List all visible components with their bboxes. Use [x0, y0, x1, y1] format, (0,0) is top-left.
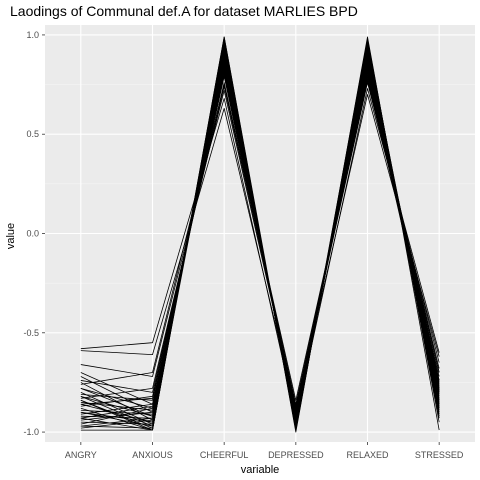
x-tick-label: ANXIOUS — [132, 450, 173, 460]
y-tick-label: 1.0 — [26, 30, 39, 40]
y-axis-label: value — [5, 223, 17, 249]
series-line-36 — [80, 52, 440, 427]
x-tick-label: DEPRESSED — [268, 450, 324, 460]
series-line-2 — [80, 94, 440, 411]
y-tick-label: -1.0 — [23, 427, 39, 437]
x-axis-label: variable — [241, 464, 280, 476]
y-tick-label: 0.5 — [26, 129, 39, 139]
series-lines — [80, 36, 440, 433]
series-line-13 — [80, 80, 440, 407]
x-tick-label: STRESSED — [415, 450, 464, 460]
minor-gridlines — [45, 84, 475, 383]
y-axis-ticks: 1.0 0.5 0.0 -0.5 -1.0 — [23, 30, 45, 437]
x-tick-label: RELAXED — [346, 450, 389, 460]
y-tick-label: -0.5 — [23, 328, 39, 338]
x-tick-label: ANGRY — [65, 450, 97, 460]
y-tick-label: 0.0 — [26, 229, 39, 239]
x-axis-ticks: ANGRY ANXIOUS CHEERFUL DEPRESSED RELAXED STRE… — [65, 442, 464, 460]
series-line-35 — [80, 64, 440, 419]
chart-title: Laodings of Communal def.A for dataset M… — [10, 3, 358, 19]
x-tick-label: CHEERFUL — [200, 450, 249, 460]
